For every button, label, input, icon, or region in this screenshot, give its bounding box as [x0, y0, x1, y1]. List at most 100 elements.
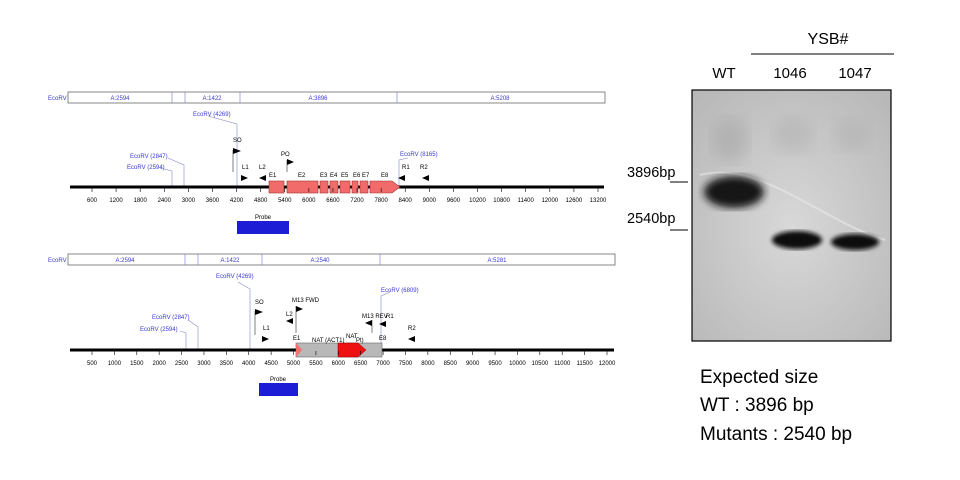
fragment-label: A:5208: [490, 96, 510, 102]
scale-tick-label: 11500: [576, 361, 593, 367]
expected-wt: WT : 3896 bp: [700, 395, 814, 416]
expected-heading: Expected size: [700, 367, 818, 388]
scale-ticks: 600 1200 1800 2400 3000 3600 4200 4800 5400 6000 6…: [87, 188, 607, 204]
band-wt-3896: [704, 176, 764, 208]
band-1046-2540: [772, 231, 822, 249]
primer-label: L2: [286, 312, 293, 318]
band-1047-2540: [831, 234, 879, 250]
restriction-fragment-track: [67, 91, 606, 104]
primer-markers: SO L1 L2 M13 FWD M13 REV R1 R2: [254, 298, 416, 342]
scale-tick-label: 7800: [374, 198, 388, 204]
cassette-terminator-label: Pt): [356, 338, 364, 344]
scale-tick-label: 10200: [469, 198, 486, 204]
gene-exons: [268, 180, 401, 194]
primer-label: M13 REV: [362, 314, 388, 320]
fragment-label: A:2540: [310, 258, 330, 264]
scale-tick-label: 1000: [108, 361, 122, 367]
ecorv-site-label: EcoRV (8165): [400, 152, 438, 158]
southern-blot-gel: YSB# WT 1046 1047 3896bp 2540bp: [627, 31, 894, 342]
primer-label: R2: [420, 165, 428, 171]
expected-size-text: Expected size WT : 3896 bp Mutants : 254…: [700, 367, 852, 445]
fragment-label: A:1422: [220, 258, 240, 264]
ecorv-site-label: EcoRV (2847): [130, 154, 168, 160]
scale-tick-label: 1500: [130, 361, 144, 367]
primer-label: M13 FWD: [292, 298, 320, 304]
ecorv-track-label: EcoRV: [48, 96, 67, 102]
scale-tick-label: 3000: [197, 361, 211, 367]
scale-tick-label: 8000: [421, 361, 435, 367]
primer-label: SO: [255, 300, 264, 306]
primer-label: SO: [233, 138, 242, 144]
scale-tick-label: 8500: [444, 361, 458, 367]
ecorv-site-label: EcoRV (2594): [127, 165, 165, 171]
scale-tick-label: 5400: [278, 198, 292, 204]
probe-bar: [259, 383, 298, 396]
scale-tick-label: 1800: [134, 198, 148, 204]
scale-tick-label: 3500: [220, 361, 234, 367]
fragment-label: A:2594: [115, 258, 135, 264]
scale-tick-label: 5500: [309, 361, 323, 367]
scale-tick-label: 10000: [509, 361, 526, 367]
scale-tick-label: 7500: [399, 361, 413, 367]
scale-tick-label: 9000: [466, 361, 480, 367]
scale-tick-label: 6000: [302, 198, 316, 204]
scale-tick-label: 2000: [152, 361, 166, 367]
scale-tick-label: 13200: [590, 198, 607, 204]
lane-label-1047: 1047: [838, 65, 871, 82]
scale-tick-label: 11400: [518, 198, 535, 204]
expected-mutants: Mutants : 2540 bp: [700, 424, 852, 445]
primer-label: R1: [402, 165, 410, 171]
scale-tick-label: 10500: [531, 361, 548, 367]
nat-marker-arrow: [337, 342, 367, 358]
scale-tick-label: 1200: [109, 198, 123, 204]
scale-tick-label: 12000: [599, 361, 616, 367]
scale-ticks: 500 1000 1500 2000 2500 3000 3500 4000 4500 5000 5…: [87, 351, 616, 367]
exon-label: E8: [381, 173, 389, 179]
scale-tick-label: 12000: [541, 198, 558, 204]
scale-tick-label: 4200: [230, 198, 244, 204]
scale-tick-label: 4800: [254, 198, 268, 204]
scale-tick-label: 2500: [175, 361, 189, 367]
scale-tick-label: 10800: [493, 198, 510, 204]
primer-label: PO: [281, 152, 290, 158]
scale-tick-label: 11000: [554, 361, 571, 367]
restriction-fragment-track: [67, 253, 616, 266]
primer-markers: SO L1 L2 PO R1 R2: [232, 138, 429, 181]
ecorv-site-label: EcoRV (2847): [152, 315, 190, 321]
scale-tick-label: 9600: [447, 198, 461, 204]
ecorv-site-label: EcoRV (2594): [140, 327, 178, 333]
size-marker-3896: 3896bp: [627, 165, 675, 181]
scale-tick-label: 3000: [182, 198, 196, 204]
primer-label: R1: [386, 314, 394, 320]
scale-tick-label: 7200: [350, 198, 364, 204]
lane-label-wt: WT: [712, 65, 735, 82]
ecorv-site-label: EcoRV (4269): [193, 112, 231, 118]
scale-tick-label: 12600: [566, 198, 583, 204]
exon-label: E2: [298, 173, 306, 179]
primer-label: L1: [263, 326, 270, 332]
scale-tick-label: 7000: [376, 361, 390, 367]
fragment-label: A:1422: [202, 96, 222, 102]
exon-label: E1: [293, 336, 301, 342]
lane-label-1046: 1046: [773, 65, 806, 82]
nat-cassette: NAT (ACT1) NAT Pt): [295, 334, 383, 358]
primer-label: L2: [259, 165, 266, 171]
scale-tick-label: 6000: [332, 361, 346, 367]
fragment-label: A:3896: [308, 96, 328, 102]
scale-tick-label: 6500: [354, 361, 368, 367]
probe-bar: [237, 221, 289, 234]
exon-label: E6: [353, 173, 361, 179]
primer-label: R2: [408, 326, 416, 332]
ecorv-site-label: EcoRV (4269): [216, 274, 254, 280]
scale-tick-label: 5000: [287, 361, 301, 367]
exon-label: E7: [362, 173, 370, 179]
scale-tick-label: 8400: [399, 198, 413, 204]
probe-label: Probe: [255, 215, 272, 221]
probe-label: Probe: [270, 377, 287, 383]
scale-tick-label: 9500: [488, 361, 502, 367]
mutant-gene-map: EcoRV A:2594 A:1422 A:2540 A:5281 EcoRV …: [48, 253, 616, 396]
scale-tick-label: 600: [87, 198, 98, 204]
scale-tick-label: 3600: [206, 198, 220, 204]
exon-label: E1: [269, 173, 277, 179]
strain-group-label: YSB#: [808, 31, 849, 48]
